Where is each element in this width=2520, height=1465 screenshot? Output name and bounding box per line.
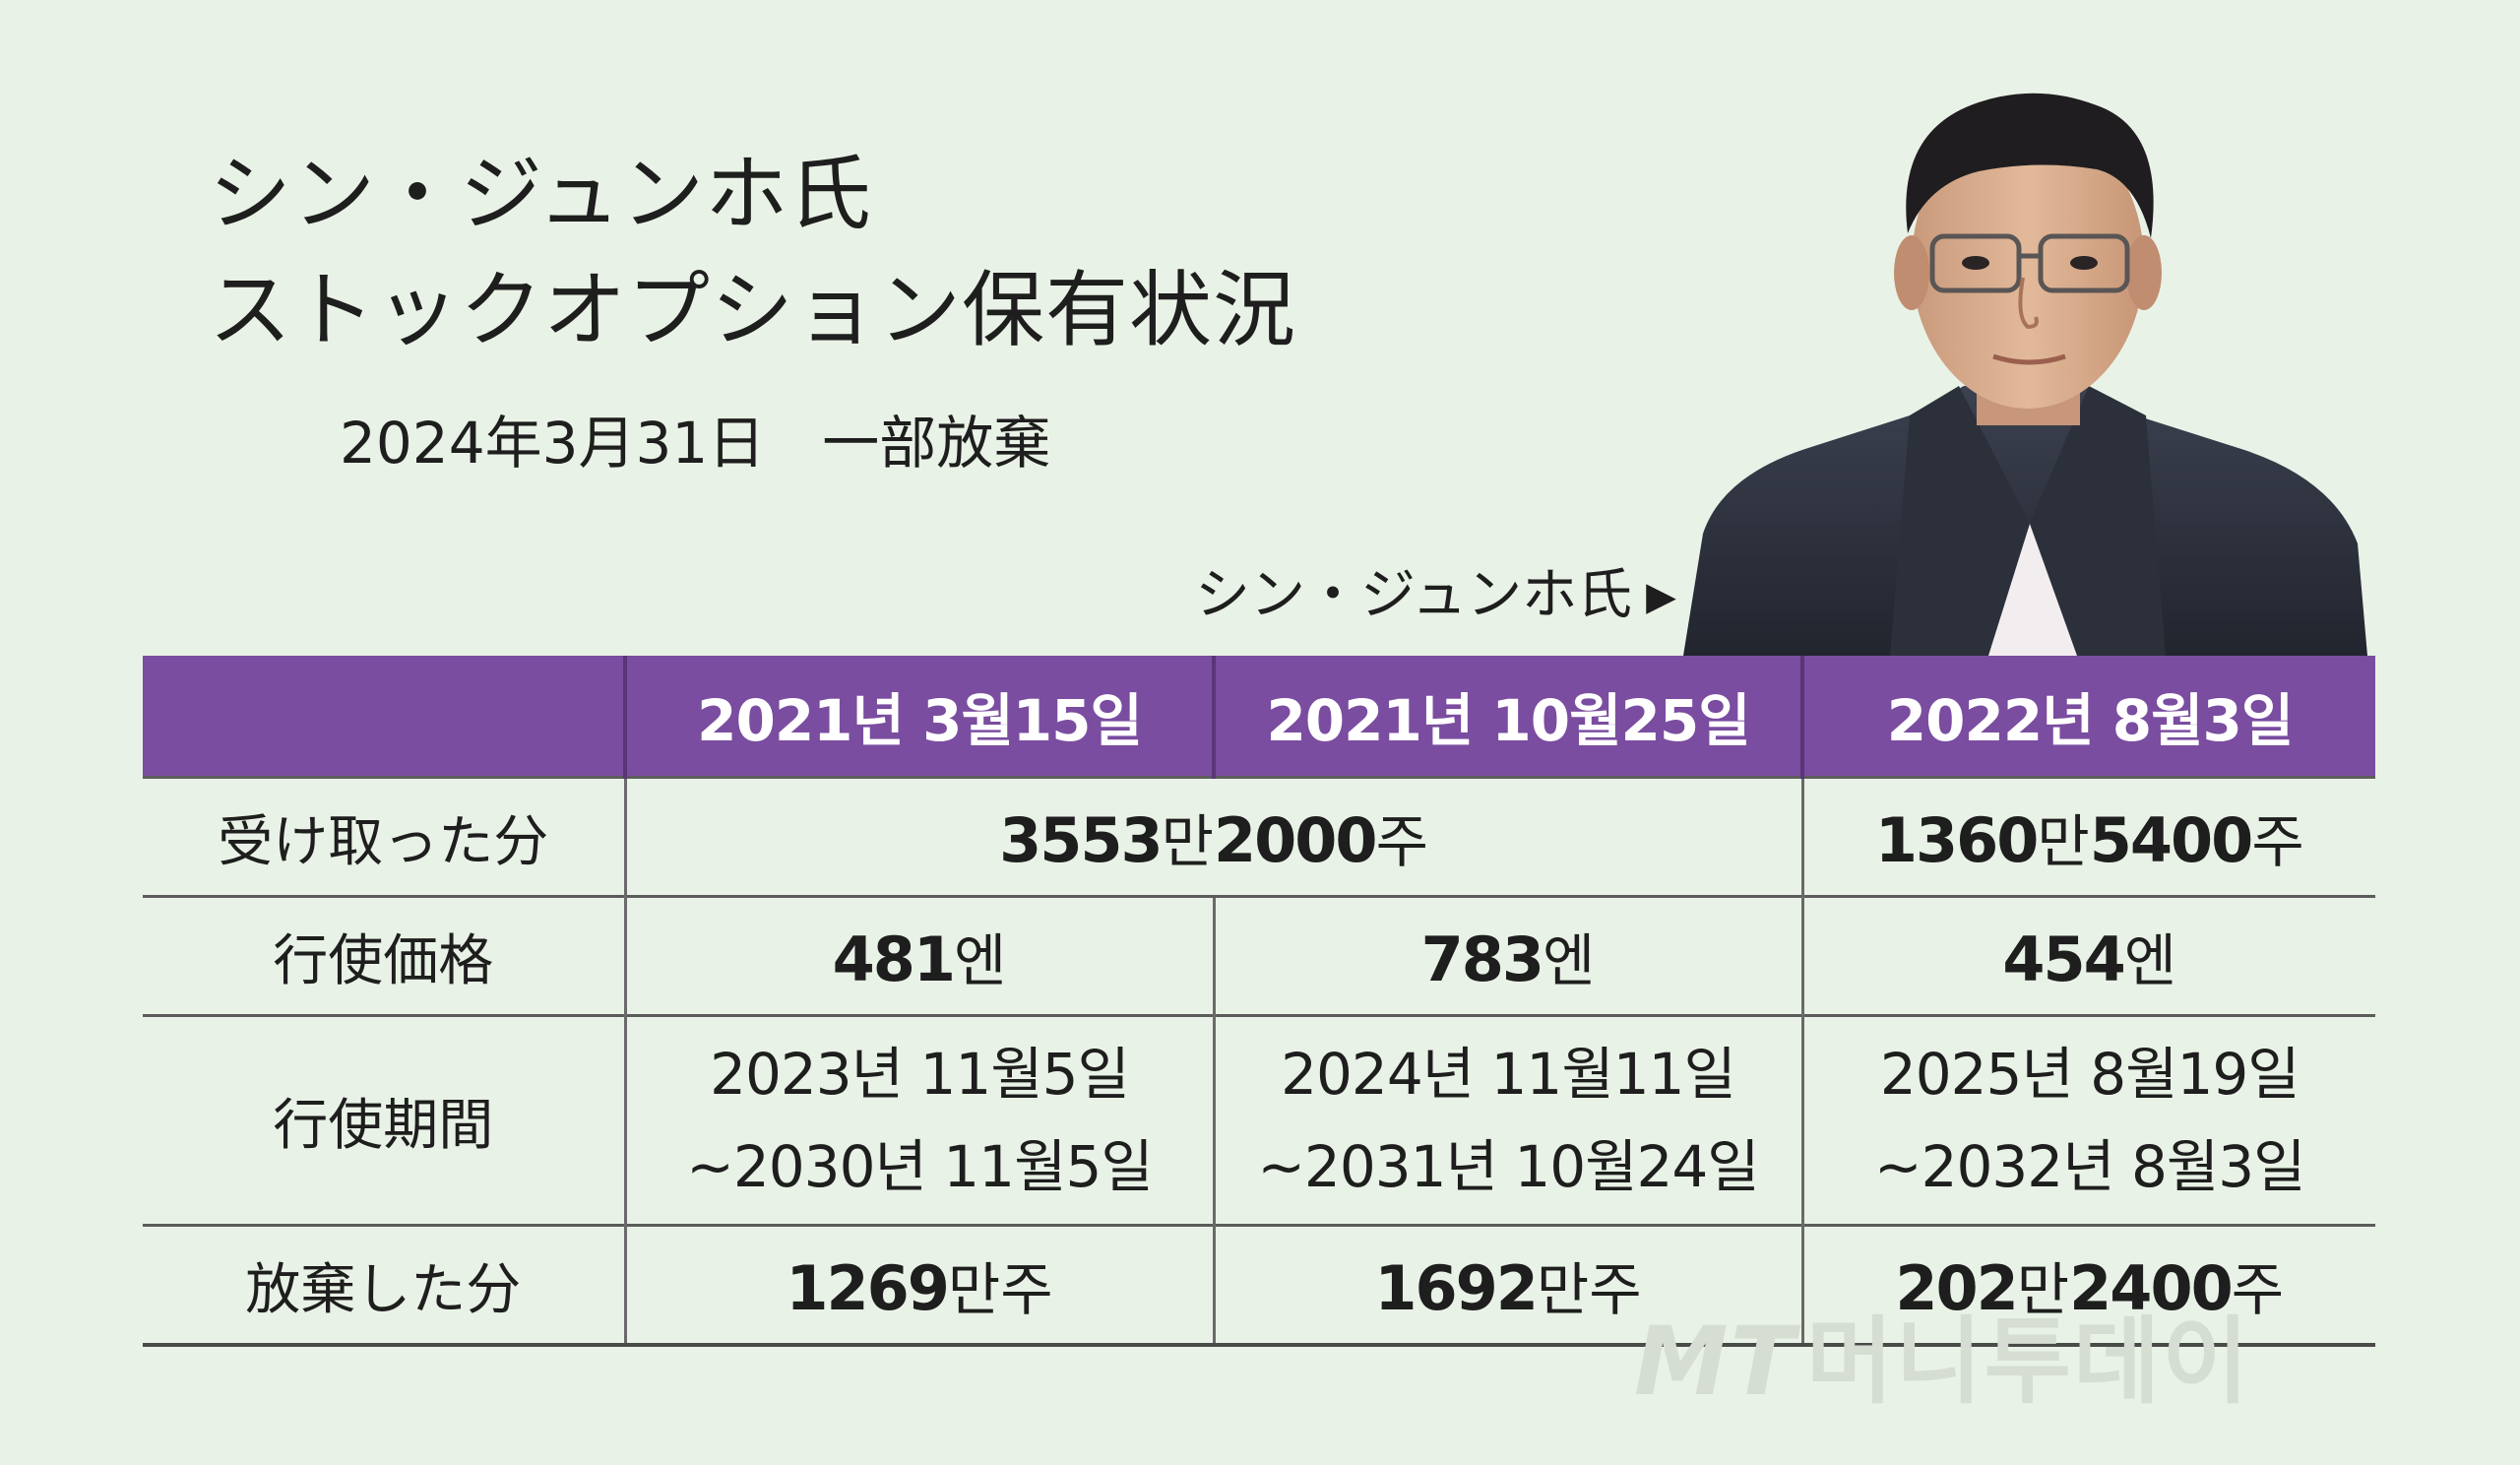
received-merged-num1: 3553 bbox=[999, 804, 1164, 876]
table-row-received: 受け取った分 3553만2000주 1360만5400주 bbox=[143, 776, 2375, 897]
abandoned-3-num2: 2400 bbox=[2069, 1252, 2234, 1324]
period-cell-2: 2024년 11월11일 ~2031년 10월24일 bbox=[1212, 1014, 1802, 1226]
period-2-end: ~2031년 10월24일 bbox=[1257, 1133, 1759, 1200]
title-block: シン・ジュンホ氏 ストックオプション保有状況 bbox=[209, 136, 1296, 368]
period-1-end: ~2030년 11월5일 bbox=[686, 1133, 1153, 1200]
price-1-unit: 엔 bbox=[954, 927, 1007, 994]
page-title-line-2: ストックオプション保有状況 bbox=[209, 262, 1297, 358]
table-header-row: 2021년 3월15일 2021년 10월25일 2022년 8월3일 bbox=[143, 656, 2375, 778]
received-merged-cell: 3553만2000주 bbox=[623, 776, 1802, 897]
received-3-unit2: 주 bbox=[2251, 808, 2304, 875]
price-cell-2: 783엔 bbox=[1212, 895, 1802, 1016]
row-label-received: 受け取った分 bbox=[143, 776, 625, 897]
received-merged-unit2: 주 bbox=[1375, 808, 1428, 875]
abandoned-3-unit2: 주 bbox=[2231, 1256, 2285, 1323]
page-title-line-1: シン・ジュンホ氏 bbox=[209, 146, 873, 242]
received-merged-num2: 2000 bbox=[1214, 804, 1378, 876]
received-cell-3: 1360만5400주 bbox=[1800, 776, 2375, 897]
table-row-price: 行使価格 481엔 783엔 454엔 bbox=[143, 895, 2375, 1016]
header-cell-grant-2: 2021년 10월25일 bbox=[1212, 656, 1802, 778]
abandoned-cell-1: 1269만주 bbox=[623, 1224, 1214, 1347]
period-cell-3: 2025년 8월19일 ~2032년 8월3일 bbox=[1800, 1014, 2375, 1226]
abandoned-cell-2: 1692만주 bbox=[1212, 1224, 1802, 1347]
abandoned-2-unit1: 만주 bbox=[1536, 1256, 1642, 1323]
period-3-start: 2025년 8월19일 bbox=[1879, 1041, 2300, 1108]
watermark-logo: MT 머니투데이 bbox=[1634, 1285, 2251, 1422]
period-2-start: 2024년 11월11일 bbox=[1281, 1041, 1736, 1108]
period-1-start: 2023년 11월5일 bbox=[710, 1041, 1130, 1108]
abandoned-3-num1: 202 bbox=[1895, 1252, 2018, 1324]
received-3-num1: 1360 bbox=[1874, 804, 2040, 876]
row-label-price: 行使価格 bbox=[143, 895, 625, 1016]
price-3-unit: 엔 bbox=[2123, 927, 2177, 994]
price-2-unit: 엔 bbox=[1543, 927, 1596, 994]
header-cell-grant-3: 2022년 8월3일 bbox=[1800, 656, 2375, 778]
triangle-arrow-icon: ▶ bbox=[1646, 574, 1676, 619]
abandoned-1-unit1: 만주 bbox=[947, 1256, 1053, 1323]
subtitle-date: 2024年3月31日 一部放棄 bbox=[340, 410, 1051, 477]
price-2-num: 783 bbox=[1420, 924, 1544, 995]
received-3-num2: 5400 bbox=[2089, 804, 2254, 876]
abandoned-3-unit1: 만 bbox=[2016, 1256, 2070, 1323]
watermark-mt: MT bbox=[1634, 1306, 1797, 1417]
table-row-period: 行使期間 2023년 11월5일 ~2030년 11월5일 2024년 11월11… bbox=[143, 1014, 2375, 1226]
abandoned-1-num1: 1269 bbox=[786, 1252, 950, 1324]
watermark-text: 머니투데이 bbox=[1806, 1306, 2251, 1417]
portrait-photo bbox=[1664, 61, 2382, 656]
person-name: シン・ジュンホ氏 bbox=[1195, 563, 1633, 627]
price-3-num: 454 bbox=[2002, 924, 2125, 995]
received-3-unit1: 만 bbox=[2037, 808, 2090, 875]
abandoned-2-num1: 1692 bbox=[1374, 1252, 1539, 1324]
price-cell-1: 481엔 bbox=[623, 895, 1214, 1016]
period-cell-1: 2023년 11월5일 ~2030년 11월5일 bbox=[623, 1014, 1214, 1226]
price-cell-3: 454엔 bbox=[1800, 895, 2375, 1016]
received-merged-unit1: 만 bbox=[1161, 808, 1214, 875]
header-cell-grant-1: 2021년 3월15일 bbox=[623, 656, 1214, 778]
abandoned-cell-3: 202만2400주 bbox=[1800, 1224, 2375, 1347]
row-label-abandoned: 放棄した分 bbox=[143, 1224, 625, 1347]
header-cell-empty bbox=[143, 656, 625, 778]
period-3-end: ~2032년 8월3일 bbox=[1873, 1133, 2306, 1200]
person-label: シン・ジュンホ氏 ▶ bbox=[1195, 561, 1676, 631]
stock-option-table: 2021년 3월15일 2021년 10월25일 2022년 8월3일 受け取っ… bbox=[143, 656, 2375, 1347]
price-1-num: 481 bbox=[832, 924, 956, 995]
table-row-abandoned: 放棄した分 1269만주 1692만주 202만2400주 bbox=[143, 1224, 2375, 1347]
row-label-period: 行使期間 bbox=[143, 1014, 625, 1226]
